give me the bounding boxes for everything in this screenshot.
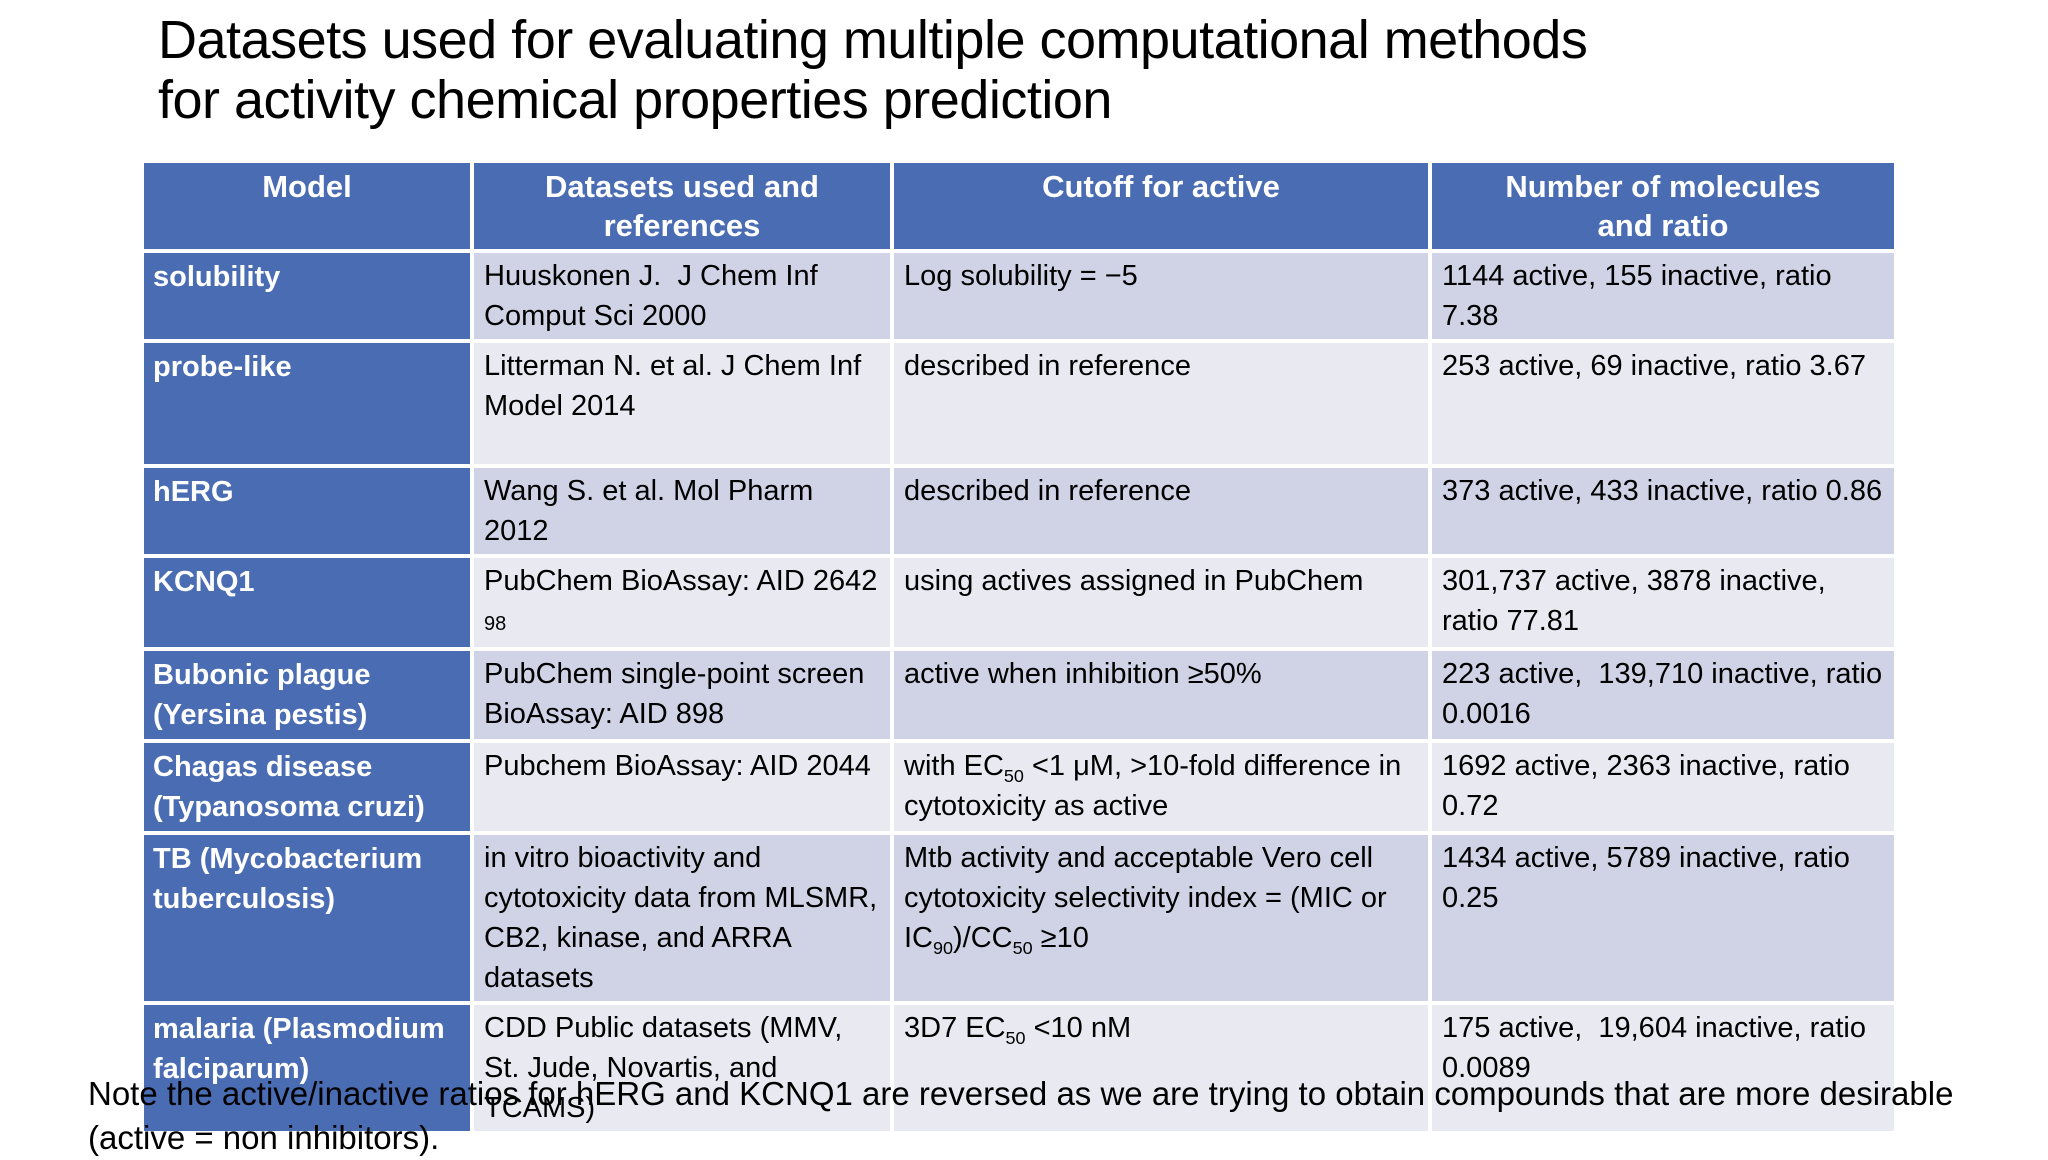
column-header-2: Cutoff for active bbox=[894, 163, 1428, 249]
table-row: probe-like Litterman N. et al. J Chem Inf… bbox=[144, 343, 1894, 464]
cell-model: Bubonic plague (Yersina pestis) bbox=[144, 651, 470, 739]
cell-datasets: Wang S. et al. Mol Pharm 2012 bbox=[474, 468, 890, 554]
cell-molecules: 223 active, 139,710 inactive, ratio 0.00… bbox=[1432, 651, 1894, 739]
table-header: Model Datasets used and references Cutoff … bbox=[144, 163, 1894, 249]
cell-molecules: 1144 active, 155 inactive, ratio 7.38 bbox=[1432, 253, 1894, 339]
column-header-0: Model bbox=[144, 163, 470, 249]
cell-model: hERG bbox=[144, 468, 470, 554]
cell-model: probe-like bbox=[144, 343, 470, 464]
cell-model: KCNQ1 bbox=[144, 558, 470, 647]
table-row: malaria (Plasmodium falciparum) CDD Publi… bbox=[144, 1005, 1894, 1131]
cell-molecules: 175 active, 19,604 inactive, ratio 0.008… bbox=[1432, 1005, 1894, 1131]
cell-model: TB (Mycobacterium tuberculosis) bbox=[144, 835, 470, 1001]
table-row: Bubonic plague (Yersina pestis) PubChem s… bbox=[144, 651, 1894, 739]
cell-datasets: Litterman N. et al. J Chem Inf Model 201… bbox=[474, 343, 890, 464]
cell-cutoff: active when inhibition ≥50% bbox=[894, 651, 1428, 739]
column-header-3: Number of molecules and ratio bbox=[1432, 163, 1894, 249]
datasets-table: Model Datasets used and references Cutoff … bbox=[140, 159, 1898, 1135]
table-row: hERG Wang S. et al. Mol Pharm 2012 describ… bbox=[144, 468, 1894, 554]
table-row: KCNQ1 PubChem BioAssay: AID 2642 98 using … bbox=[144, 558, 1894, 647]
cell-model: malaria (Plasmodium falciparum) bbox=[144, 1005, 470, 1131]
cell-cutoff: with EC50 <1 μM, >10-fold difference in … bbox=[894, 743, 1428, 831]
cell-cutoff: Log solubility = −5 bbox=[894, 253, 1428, 339]
cell-molecules: 1434 active, 5789 inactive, ratio 0.25 bbox=[1432, 835, 1894, 1001]
table-row: solubility Huuskonen J. J Chem Inf Comput… bbox=[144, 253, 1894, 339]
page-title: Datasets used for evaluating multiple co… bbox=[158, 10, 1958, 130]
cell-cutoff: described in reference bbox=[894, 468, 1428, 554]
cell-molecules: 253 active, 69 inactive, ratio 3.67 bbox=[1432, 343, 1894, 464]
table-row: TB (Mycobacterium tuberculosis) in vitro … bbox=[144, 835, 1894, 1001]
cell-model: solubility bbox=[144, 253, 470, 339]
table-row: Chagas disease (Typanosoma cruzi) Pubchem… bbox=[144, 743, 1894, 831]
cell-model: Chagas disease (Typanosoma cruzi) bbox=[144, 743, 470, 831]
footnote: Note the active/inactive ratios for hERG… bbox=[88, 1075, 1954, 1156]
cell-datasets: Huuskonen J. J Chem Inf Comput Sci 2000 bbox=[474, 253, 890, 339]
cell-datasets: Pubchem BioAssay: AID 2044 bbox=[474, 743, 890, 831]
column-header-1: Datasets used and references bbox=[474, 163, 890, 249]
cell-datasets: CDD Public datasets (MMV, St. Jude, Nova… bbox=[474, 1005, 890, 1131]
cell-datasets: in vitro bioactivity and cytotoxicity da… bbox=[474, 835, 890, 1001]
cell-molecules: 1692 active, 2363 inactive, ratio 0.72 bbox=[1432, 743, 1894, 831]
cell-cutoff: using actives assigned in PubChem bbox=[894, 558, 1428, 647]
page-title-line-2: for activity chemical properties predict… bbox=[158, 70, 1112, 130]
cell-molecules: 373 active, 433 inactive, ratio 0.86 bbox=[1432, 468, 1894, 554]
cell-cutoff: described in reference bbox=[894, 343, 1428, 464]
page-title-line-1: Datasets used for evaluating multiple co… bbox=[158, 10, 1588, 70]
cell-molecules: 301,737 active, 3878 inactive, ratio 77.… bbox=[1432, 558, 1894, 647]
cell-datasets: PubChem BioAssay: AID 2642 98 bbox=[474, 558, 890, 647]
cell-cutoff: Mtb activity and acceptable Vero cell cy… bbox=[894, 835, 1428, 1001]
cell-cutoff: 3D7 EC50 <10 nM bbox=[894, 1005, 1428, 1131]
cell-datasets: PubChem single-point screen BioAssay: AI… bbox=[474, 651, 890, 739]
